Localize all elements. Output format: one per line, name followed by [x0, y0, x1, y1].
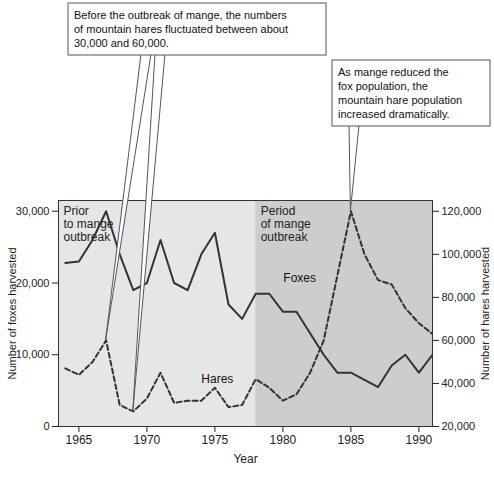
svg-text:fox population, the: fox population, the [338, 80, 428, 92]
svg-text:Priorto mangeoutbreak: Priorto mangeoutbreak [64, 204, 114, 244]
svg-text:mountain hare population: mountain hare population [338, 94, 462, 106]
svg-text:increased dramatically.: increased dramatically. [338, 108, 450, 120]
svg-text:As mange reduced the: As mange reduced the [338, 66, 449, 78]
svg-text:Year: Year [233, 452, 257, 466]
svg-text:Number of hares harvested: Number of hares harvested [479, 247, 491, 380]
svg-text:1975: 1975 [202, 433, 229, 447]
svg-text:Foxes: Foxes [283, 271, 316, 285]
svg-text:100,000: 100,000 [442, 248, 482, 260]
svg-text:20,000: 20,000 [442, 420, 476, 432]
svg-text:Periodof mangeoutbreak: Periodof mangeoutbreak [261, 204, 311, 244]
svg-text:10,000: 10,000 [16, 348, 50, 360]
svg-text:Before the outbreak of mange,: Before the outbreak of mange, the number… [74, 9, 287, 21]
svg-text:1980: 1980 [270, 433, 297, 447]
svg-text:80,000: 80,000 [442, 291, 476, 303]
svg-text:40,000: 40,000 [442, 377, 476, 389]
svg-text:30,000 and 60,000.: 30,000 and 60,000. [74, 37, 169, 49]
svg-text:of mountain hares fluctuated b: of mountain hares fluctuated between abo… [74, 23, 288, 35]
svg-text:1985: 1985 [338, 433, 365, 447]
svg-text:120,000: 120,000 [442, 205, 482, 217]
svg-text:20,000: 20,000 [16, 277, 50, 289]
svg-text:0: 0 [43, 420, 49, 432]
svg-text:Number of foxes harvested: Number of foxes harvested [6, 247, 18, 379]
svg-text:1965: 1965 [66, 433, 93, 447]
svg-text:Hares: Hares [201, 372, 233, 386]
svg-text:30,000: 30,000 [16, 205, 50, 217]
svg-text:60,000: 60,000 [442, 334, 476, 346]
svg-text:1990: 1990 [406, 433, 433, 447]
svg-text:1970: 1970 [134, 433, 161, 447]
